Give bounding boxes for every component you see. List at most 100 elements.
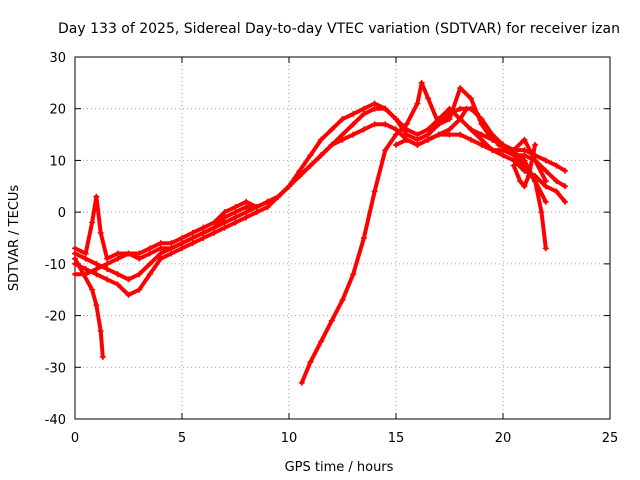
data-point bbox=[425, 136, 432, 143]
chart-title: Day 133 of 2025, Sidereal Day-to-day VTE… bbox=[58, 21, 620, 37]
data-point bbox=[99, 353, 106, 360]
data-point bbox=[253, 209, 260, 216]
data-point bbox=[93, 266, 100, 273]
data-point bbox=[414, 141, 421, 148]
data-point bbox=[243, 198, 250, 205]
data-point bbox=[446, 131, 453, 138]
data-point bbox=[532, 141, 539, 148]
data-point bbox=[72, 255, 78, 262]
data-point bbox=[482, 126, 489, 133]
data-point bbox=[525, 172, 532, 179]
data-point bbox=[221, 219, 228, 226]
data-point bbox=[478, 136, 485, 143]
series-track-line bbox=[73, 101, 548, 277]
data-point bbox=[243, 209, 250, 216]
data-point bbox=[457, 85, 464, 92]
data-point bbox=[136, 271, 143, 278]
data-point bbox=[307, 359, 314, 366]
data-point bbox=[146, 260, 153, 267]
data-point bbox=[264, 203, 271, 210]
data-point bbox=[371, 188, 378, 195]
series-track-line bbox=[468, 127, 568, 204]
data-point bbox=[542, 167, 549, 174]
x-tick-label: 5 bbox=[178, 431, 186, 446]
data-point bbox=[463, 105, 470, 112]
series-track-line bbox=[475, 111, 548, 251]
data-point bbox=[136, 255, 143, 262]
data-point bbox=[243, 203, 250, 210]
data-point bbox=[382, 121, 389, 128]
data-point bbox=[146, 245, 153, 252]
data-point bbox=[307, 162, 314, 169]
data-point bbox=[457, 131, 464, 138]
data-point bbox=[157, 255, 164, 262]
data-point bbox=[393, 126, 399, 133]
data-marks bbox=[72, 79, 569, 386]
y-tick-label: 20 bbox=[49, 103, 66, 118]
data-point bbox=[393, 116, 399, 123]
data-point bbox=[232, 209, 239, 216]
data-point bbox=[114, 281, 121, 288]
axis-ticks: 0 5 10 15 20 25 -40 -30 -20 -10 0 10 20 30 bbox=[45, 51, 619, 446]
data-point bbox=[157, 245, 164, 252]
data-point bbox=[350, 121, 357, 128]
data-point bbox=[296, 167, 303, 174]
data-point bbox=[307, 152, 314, 159]
data-point bbox=[168, 240, 175, 247]
data-point bbox=[89, 286, 96, 293]
data-point bbox=[339, 116, 346, 123]
data-point bbox=[328, 126, 335, 133]
data-point bbox=[328, 141, 335, 148]
data-point bbox=[371, 100, 378, 107]
data-point bbox=[221, 214, 228, 221]
data-point bbox=[562, 183, 569, 190]
data-point bbox=[371, 105, 378, 112]
x-tick-label: 20 bbox=[495, 431, 512, 446]
data-point bbox=[467, 95, 474, 102]
data-point bbox=[200, 224, 207, 231]
data-point bbox=[393, 131, 399, 138]
data-point bbox=[425, 131, 432, 138]
data-point bbox=[221, 209, 228, 216]
y-axis-label: SDTVAR / TECUs bbox=[7, 185, 22, 292]
data-point bbox=[125, 250, 132, 257]
data-point bbox=[403, 126, 410, 133]
y-tick-label: -20 bbox=[45, 310, 66, 325]
data-point bbox=[286, 183, 292, 190]
data-point bbox=[318, 136, 325, 143]
data-point bbox=[72, 250, 78, 257]
data-point bbox=[93, 193, 100, 200]
data-point bbox=[521, 147, 528, 154]
series-track-9 bbox=[467, 126, 569, 205]
data-point bbox=[521, 183, 528, 190]
data-point bbox=[318, 152, 325, 159]
data-point bbox=[495, 141, 502, 148]
data-point bbox=[553, 178, 560, 185]
data-point bbox=[298, 379, 305, 386]
data-point bbox=[232, 203, 239, 210]
data-point bbox=[562, 198, 569, 205]
data-point bbox=[553, 162, 560, 169]
data-point bbox=[532, 172, 539, 179]
series-track-8 bbox=[474, 110, 549, 252]
data-point bbox=[521, 167, 528, 174]
data-point bbox=[532, 178, 539, 185]
data-point bbox=[104, 260, 111, 267]
data-point bbox=[189, 229, 196, 236]
data-point bbox=[446, 126, 453, 133]
data-point bbox=[82, 271, 89, 278]
data-point bbox=[350, 110, 357, 117]
data-point bbox=[253, 203, 260, 210]
data-point bbox=[467, 126, 474, 133]
data-point bbox=[339, 131, 346, 138]
data-point bbox=[508, 147, 515, 154]
data-point bbox=[425, 126, 432, 133]
data-point bbox=[510, 157, 517, 164]
data-point bbox=[114, 255, 121, 262]
data-point bbox=[136, 286, 143, 293]
data-point bbox=[221, 224, 228, 231]
data-point bbox=[146, 271, 153, 278]
y-tick-label: 10 bbox=[49, 154, 66, 169]
series-track-line bbox=[73, 256, 105, 359]
